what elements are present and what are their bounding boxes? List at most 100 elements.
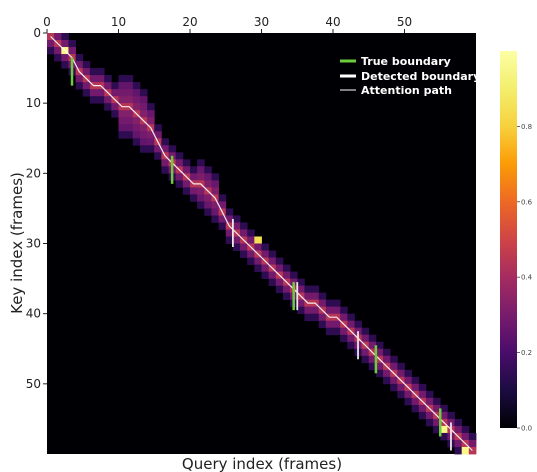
heatmap-cell: [139, 89, 148, 97]
heatmap-cell: [118, 89, 127, 97]
heatmap-cell: [139, 124, 148, 132]
heatmap-cell: [104, 103, 112, 111]
heatmap-cell: [197, 173, 205, 181]
heatmap-cell: [304, 292, 312, 301]
heatmap-cell: [61, 40, 69, 48]
y-tick-label: 20: [26, 166, 41, 180]
heatmap-cell: [139, 103, 148, 111]
heatmap-cell: [75, 61, 84, 69]
heatmap-cell: [225, 208, 234, 216]
heatmap-cell: [461, 425, 470, 434]
heatmap-cell: [418, 390, 427, 399]
heatmap-cell: [425, 418, 434, 427]
heatmap-cell: [447, 411, 455, 420]
heatmap-cell: [132, 117, 141, 125]
heatmap-cell: [254, 236, 262, 244]
y-tick-label: 40: [26, 307, 41, 321]
heatmap-cell: [125, 110, 134, 118]
heatmap-cell: [204, 166, 212, 174]
heatmap-cell: [390, 355, 398, 364]
heatmap-cell: [275, 278, 284, 286]
heatmap-cell: [297, 278, 305, 286]
legend-label-attention-path: Attention path: [361, 84, 452, 97]
heatmap-cell: [318, 292, 327, 301]
heatmap-cell: [118, 124, 127, 132]
heatmap-cell: [247, 229, 255, 237]
heatmap-cell: [218, 201, 227, 209]
heatmap-cell: [333, 306, 341, 315]
heatmap-cell: [340, 334, 348, 343]
heatmap-cell: [197, 194, 205, 202]
heatmap-cell: [454, 425, 463, 434]
heatmap-cell: [390, 376, 398, 385]
heatmap-cell: [282, 292, 291, 301]
heatmap-cell: [89, 89, 98, 97]
heatmap-cell: [247, 257, 255, 265]
heatmap-cell: [404, 390, 413, 399]
heatmap-cell: [211, 173, 219, 181]
y-tick-label: 30: [26, 237, 41, 251]
heatmap-cell: [54, 54, 62, 62]
heatmap-cell: [461, 432, 470, 441]
heatmap-cell: [147, 145, 155, 153]
heatmap-cell: [111, 82, 119, 90]
heatmap-cell: [240, 229, 248, 237]
heatmap-cell: [368, 334, 377, 343]
heatmap-cell: [154, 152, 162, 160]
heatmap-cell: [433, 425, 441, 434]
heatmap-cell: [139, 110, 148, 118]
heatmap-cell: [297, 306, 305, 315]
heatmap-cell: [318, 320, 327, 329]
legend-label-detected-boundary: Detected boundary: [361, 70, 480, 83]
heatmap-cell: [368, 355, 377, 364]
heatmap-cell: [211, 215, 219, 223]
heatmap-cell: [125, 117, 134, 125]
heatmap-cell: [139, 131, 148, 139]
heatmap-cell: [161, 166, 169, 174]
heatmap-cell: [175, 159, 184, 167]
heatmap-cell: [154, 131, 162, 139]
heatmap-cell: [47, 47, 55, 55]
heatmap-cell: [397, 369, 405, 378]
heatmap-cell: [325, 306, 334, 315]
attention-path-line: [50, 36, 473, 451]
heatmap-cell: [225, 215, 234, 223]
heatmap-cell: [340, 313, 348, 322]
heatmap-cell: [311, 313, 320, 322]
heatmap-cell: [304, 306, 312, 315]
heatmap-cell: [333, 299, 341, 308]
heatmap-cell: [311, 306, 320, 315]
heatmap-cell: [97, 96, 105, 104]
heatmap-cell: [440, 404, 448, 413]
heatmap-cell: [340, 327, 348, 336]
heatmap-cell: [340, 306, 348, 315]
heatmap-cell: [440, 411, 448, 420]
heatmap-cell: [397, 362, 405, 371]
heatmap-cell: [433, 397, 441, 406]
heatmap-cell: [418, 404, 427, 413]
heatmap-cell: [182, 180, 191, 188]
heatmap-cell: [368, 341, 377, 350]
heatmap-cell: [68, 40, 76, 48]
heatmap-cell: [211, 180, 219, 188]
heatmap-cell: [383, 348, 391, 357]
heatmap-cell: [397, 390, 405, 399]
heatmap-cell: [433, 418, 441, 427]
heatmap-cell: [225, 229, 234, 237]
heatmap-cell: [204, 194, 212, 202]
heatmap-cell: [161, 138, 169, 146]
heatmap-cell: [61, 33, 69, 41]
heatmap-cell: [297, 299, 305, 308]
heatmap-cell: [297, 285, 305, 294]
heatmap-cell: [368, 362, 377, 371]
heatmap-cell: [125, 96, 134, 104]
heatmap-cell: [204, 173, 212, 181]
heatmap-cell: [404, 376, 413, 385]
heatmap-cell: [97, 75, 105, 83]
heatmap-cell: [190, 194, 198, 202]
heatmap-cell: [139, 96, 148, 104]
heatmap-cell: [333, 327, 341, 336]
heatmap-cell: [218, 215, 227, 223]
colorbar: 0.0 0.2 0.4 0.6 0.8: [500, 51, 533, 433]
